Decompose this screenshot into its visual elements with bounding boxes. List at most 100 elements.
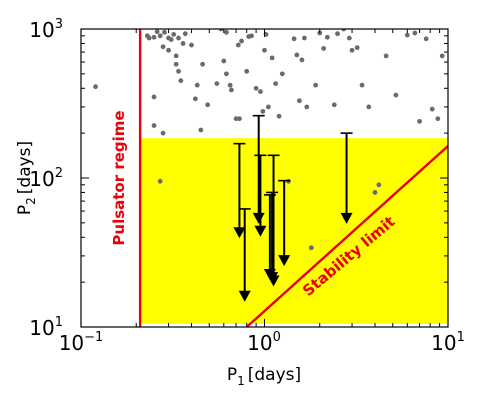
data-point <box>180 41 186 46</box>
data-point <box>178 78 184 84</box>
data-point <box>269 55 275 61</box>
data-point <box>224 71 229 77</box>
data-point <box>194 82 200 88</box>
data-point <box>294 52 300 58</box>
data-point <box>349 47 355 53</box>
data-point <box>205 102 211 108</box>
data-point <box>176 35 181 41</box>
data-point <box>265 104 271 110</box>
data-point <box>429 106 435 112</box>
data-point <box>412 30 418 36</box>
pulsator-regime-label: Pulsator regime <box>110 110 128 245</box>
data-point <box>233 116 239 122</box>
data-point <box>176 68 181 74</box>
data-point <box>151 94 157 100</box>
data-point <box>157 33 163 39</box>
x-tick-labels: 10−1 100 101 <box>59 330 465 355</box>
data-point <box>200 61 206 67</box>
upper-limit-head <box>340 212 353 224</box>
data-point <box>244 68 250 74</box>
data-point <box>359 82 365 88</box>
data-point <box>260 108 266 114</box>
scatter-points <box>93 29 445 251</box>
data-point <box>182 31 188 37</box>
data-point <box>160 44 166 50</box>
data-point <box>317 30 323 36</box>
upper-limit-arrow <box>233 142 246 239</box>
data-point <box>214 81 220 87</box>
data-point <box>157 178 163 184</box>
data-point <box>228 87 234 93</box>
upper-limit-head <box>238 290 251 302</box>
y-tick-labels: 101 102 103 <box>29 17 63 340</box>
data-point <box>258 89 263 95</box>
data-point <box>279 71 285 77</box>
data-point <box>291 36 297 42</box>
x-tick-label: 101 <box>431 330 465 355</box>
data-point <box>324 34 330 40</box>
data-point <box>154 29 160 35</box>
data-point <box>308 245 314 251</box>
x-tick-label: 10−1 <box>59 330 104 355</box>
data-point <box>304 104 310 110</box>
data-point <box>262 47 267 53</box>
upper-limit-head <box>252 212 265 224</box>
data-point <box>249 33 254 39</box>
data-point <box>173 61 179 67</box>
data-point <box>297 98 302 104</box>
data-point <box>227 82 233 88</box>
highlight-region <box>140 138 448 324</box>
data-point <box>313 82 319 88</box>
data-point <box>331 102 337 108</box>
upper-limit-arrow <box>252 114 265 224</box>
upper-limit-arrow <box>254 154 267 237</box>
data-point <box>168 37 174 42</box>
data-point <box>237 116 242 122</box>
data-point <box>151 123 157 128</box>
data-point <box>235 42 241 48</box>
data-point <box>171 31 177 37</box>
upper-limit-arrows <box>233 114 353 302</box>
data-point <box>192 96 198 102</box>
data-point <box>151 34 157 40</box>
data-point <box>383 53 389 59</box>
data-point <box>162 29 167 35</box>
data-point <box>253 85 259 91</box>
upper-limit-head <box>254 225 267 237</box>
data-point <box>321 46 327 51</box>
data-point <box>198 127 204 133</box>
upper-limit-head <box>267 275 280 287</box>
data-point <box>146 35 152 41</box>
y-tick-label: 101 <box>29 315 63 340</box>
x-tick-label: 100 <box>247 330 281 355</box>
data-point <box>376 182 382 188</box>
plot-frame <box>80 28 449 328</box>
upper-limit-head <box>233 227 246 239</box>
data-point <box>302 35 307 41</box>
y-axis-label: P2[days] <box>15 141 38 215</box>
upper-limit-arrow <box>340 132 353 224</box>
data-point <box>335 31 340 37</box>
data-point <box>439 53 445 59</box>
data-point <box>221 58 227 64</box>
data-point <box>372 190 378 195</box>
data-point <box>393 92 399 98</box>
data-point <box>346 35 352 41</box>
data-point <box>366 104 372 110</box>
data-point <box>166 47 171 53</box>
data-point <box>189 42 194 48</box>
data-point <box>173 53 179 59</box>
data-point <box>239 38 244 44</box>
data-point <box>273 81 279 87</box>
upper-limit-arrow <box>267 154 280 287</box>
x-axis-label: P1 [days] <box>227 365 301 388</box>
data-point <box>423 36 429 42</box>
data-point <box>160 130 166 136</box>
data-point <box>299 57 305 63</box>
data-point <box>224 29 229 35</box>
data-point <box>417 118 422 124</box>
data-point <box>404 32 410 38</box>
data-point <box>276 113 282 119</box>
data-point <box>93 84 98 90</box>
y-tick-label: 103 <box>29 17 63 42</box>
